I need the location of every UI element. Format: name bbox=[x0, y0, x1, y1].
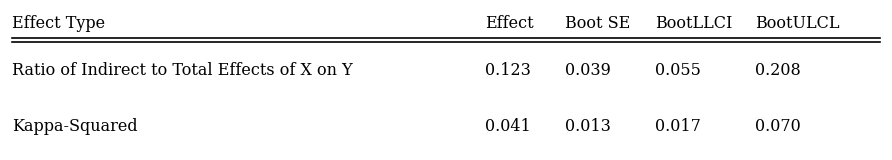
Text: Ratio of Indirect to Total Effects of X on Y: Ratio of Indirect to Total Effects of X … bbox=[12, 62, 352, 79]
Text: Effect: Effect bbox=[485, 15, 533, 32]
Text: Boot SE: Boot SE bbox=[565, 15, 631, 32]
Text: Kappa-Squared: Kappa-Squared bbox=[12, 118, 137, 135]
Text: 0.123: 0.123 bbox=[485, 62, 531, 79]
Text: 0.039: 0.039 bbox=[565, 62, 611, 79]
Text: BootULCL: BootULCL bbox=[755, 15, 839, 32]
Text: 0.013: 0.013 bbox=[565, 118, 611, 135]
Text: 0.017: 0.017 bbox=[655, 118, 701, 135]
Text: 0.070: 0.070 bbox=[755, 118, 801, 135]
Text: 0.208: 0.208 bbox=[755, 62, 801, 79]
Text: Effect Type: Effect Type bbox=[12, 15, 105, 32]
Text: BootLLCI: BootLLCI bbox=[655, 15, 732, 32]
Text: 0.055: 0.055 bbox=[655, 62, 701, 79]
Text: 0.041: 0.041 bbox=[485, 118, 531, 135]
